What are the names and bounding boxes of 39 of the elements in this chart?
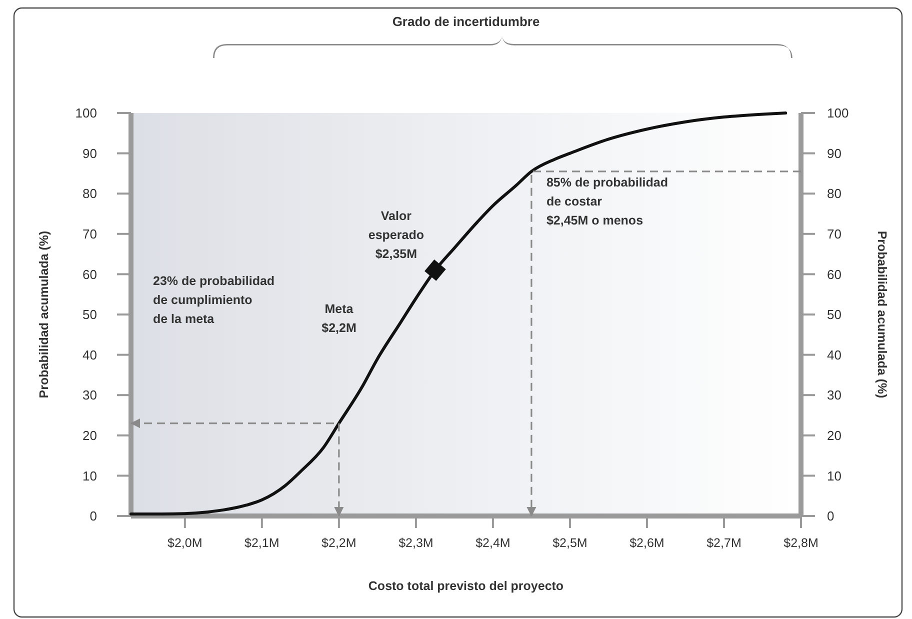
x-tick-label: $2,6M bbox=[630, 536, 664, 550]
chart-title: Grado de incertidumbre bbox=[392, 14, 540, 29]
y-tick-label: 0 bbox=[90, 508, 97, 524]
y-tick-label: 10 bbox=[82, 468, 97, 484]
y2-tick-label: 20 bbox=[827, 428, 842, 443]
x-tick-label: $2,1M bbox=[244, 536, 280, 550]
x-tick-label: $2,4M bbox=[476, 536, 510, 550]
y2-tick-label: 90 bbox=[827, 146, 842, 161]
y2-tick-label: 40 bbox=[827, 347, 842, 362]
annotation: Valor esperado $2,35M bbox=[368, 209, 424, 262]
y-tick-label: 40 bbox=[82, 347, 97, 362]
x-tick-label: $2,8M bbox=[784, 536, 818, 550]
y2-tick-label: 0 bbox=[827, 508, 834, 524]
y2-tick-label: 100 bbox=[827, 106, 849, 121]
x-axis-title: Costo total previsto del proyecto bbox=[368, 579, 564, 593]
y-tick-label: 90 bbox=[82, 146, 97, 161]
x-tick-label: $2,5M bbox=[552, 536, 588, 550]
y-tick-label: 70 bbox=[82, 226, 97, 242]
annotation: 85% de probabilidad de costar $2,45M o menos bbox=[546, 175, 668, 228]
y2-tick-label: 30 bbox=[827, 388, 842, 403]
y-tick-label: 100 bbox=[75, 106, 97, 121]
annotation: Meta $2,2M bbox=[322, 302, 356, 335]
y-tick-label: 60 bbox=[82, 266, 97, 282]
y2-tick-label: 70 bbox=[827, 226, 842, 242]
x-tick-label: $2,0M bbox=[168, 536, 202, 550]
y2-tick-label: 10 bbox=[827, 468, 842, 484]
y-axis-title: Probabilidad acumulada (%) bbox=[37, 230, 51, 398]
y2-tick-label: 60 bbox=[827, 266, 842, 282]
x-tick-label: $2,7M bbox=[706, 536, 742, 550]
y-tick-label: 20 bbox=[82, 428, 97, 443]
annotation: 23% de probabilidad de cumplimiento de la meta bbox=[153, 274, 275, 326]
y2-axis-title: Probabilidad acumulada (%) bbox=[875, 230, 889, 398]
x-tick-label: $2,3M bbox=[398, 536, 434, 550]
y2-tick-label: 50 bbox=[827, 307, 842, 322]
x-tick-label: $2,2M bbox=[322, 536, 356, 550]
y-tick-label: 80 bbox=[82, 186, 97, 202]
y2-tick-label: 80 bbox=[827, 186, 842, 202]
y-tick-label: 50 bbox=[82, 307, 97, 322]
y-tick-label: 30 bbox=[82, 388, 97, 403]
